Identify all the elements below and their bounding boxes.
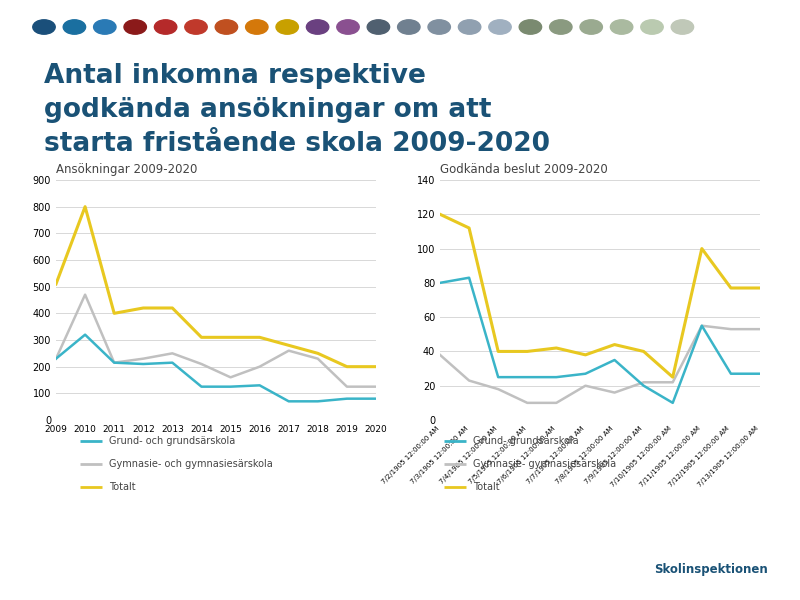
Text: Antal inkomna respektive: Antal inkomna respektive bbox=[44, 63, 426, 89]
Text: Totalt: Totalt bbox=[109, 482, 135, 491]
Text: godkända ansökningar om att: godkända ansökningar om att bbox=[44, 97, 491, 123]
Text: Grund- och grundsärskola: Grund- och grundsärskola bbox=[109, 436, 235, 446]
Text: starta fristående skola 2009-2020: starta fristående skola 2009-2020 bbox=[44, 131, 550, 157]
Text: Gymnasie- gymnasiesärskola: Gymnasie- gymnasiesärskola bbox=[473, 459, 616, 469]
Text: Godkända beslut 2009-2020: Godkända beslut 2009-2020 bbox=[440, 163, 608, 176]
Text: Ansökningar 2009-2020: Ansökningar 2009-2020 bbox=[56, 163, 198, 176]
Text: Grund- grundsärskola: Grund- grundsärskola bbox=[473, 436, 578, 446]
Text: Skolinspektionen: Skolinspektionen bbox=[654, 563, 768, 576]
Text: Totalt: Totalt bbox=[473, 482, 499, 491]
Text: Gymnasie- och gymnasiesärskola: Gymnasie- och gymnasiesärskola bbox=[109, 459, 273, 469]
